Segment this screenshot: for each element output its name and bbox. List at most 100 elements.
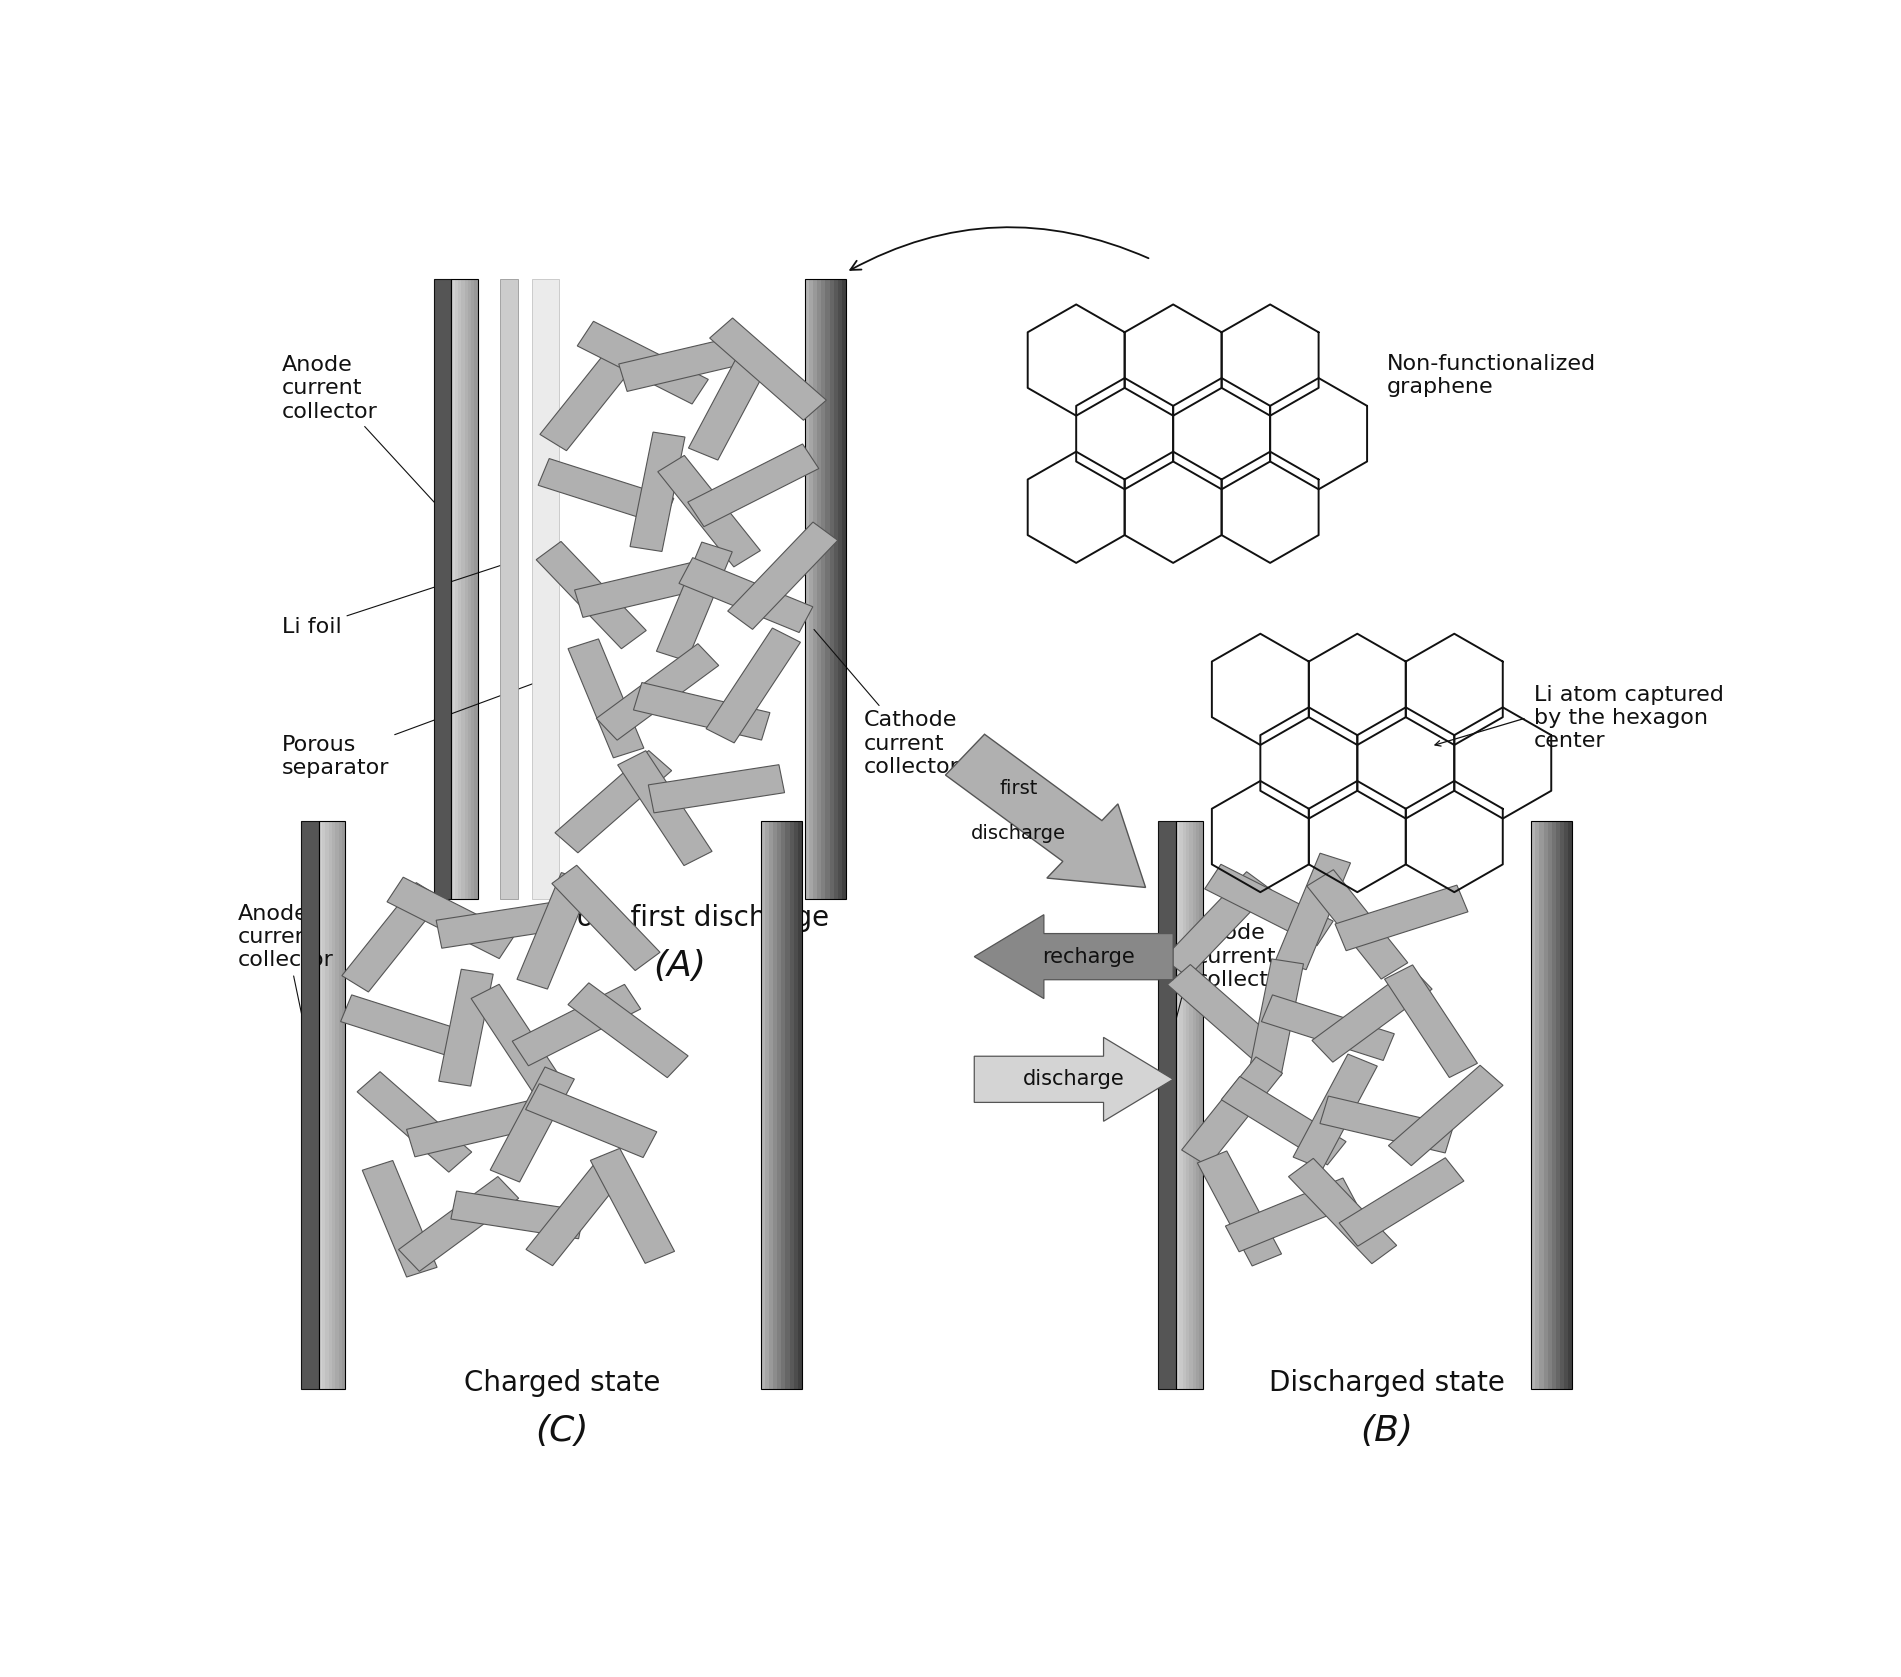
Polygon shape — [618, 334, 755, 391]
Bar — [300, 822, 319, 1389]
Polygon shape — [597, 644, 719, 740]
Polygon shape — [1205, 864, 1333, 946]
Bar — [319, 822, 321, 1389]
Polygon shape — [527, 1157, 627, 1266]
Bar — [798, 822, 802, 1389]
Polygon shape — [574, 560, 711, 617]
Polygon shape — [340, 994, 473, 1060]
Polygon shape — [568, 983, 688, 1078]
Polygon shape — [536, 542, 646, 649]
Bar — [778, 822, 781, 1389]
Bar — [760, 822, 802, 1389]
Polygon shape — [688, 444, 819, 527]
Bar — [468, 278, 471, 899]
Polygon shape — [945, 735, 1146, 887]
Bar — [838, 278, 842, 899]
Bar — [842, 278, 846, 899]
Bar — [1547, 822, 1551, 1389]
Bar — [1561, 822, 1565, 1389]
Polygon shape — [1312, 968, 1431, 1062]
Polygon shape — [648, 765, 785, 813]
Polygon shape — [728, 522, 838, 629]
Text: (A): (A) — [654, 949, 705, 983]
Text: discharge: discharge — [1023, 1070, 1125, 1090]
Bar — [785, 822, 789, 1389]
Polygon shape — [435, 901, 570, 948]
Bar — [1177, 822, 1203, 1389]
Bar — [464, 278, 468, 899]
Polygon shape — [1338, 1157, 1464, 1246]
Bar — [1555, 822, 1561, 1389]
Bar — [1192, 822, 1196, 1389]
Polygon shape — [517, 872, 591, 989]
Text: (B): (B) — [1361, 1414, 1412, 1447]
Polygon shape — [407, 1100, 540, 1157]
Polygon shape — [705, 629, 800, 743]
Polygon shape — [399, 1177, 519, 1271]
Bar — [329, 822, 333, 1389]
Text: Anode
current
collector: Anode current collector — [281, 356, 441, 510]
Polygon shape — [363, 1160, 437, 1276]
Text: Anode
current
collector: Anode current collector — [238, 904, 333, 1051]
Bar — [760, 822, 764, 1389]
Bar — [1177, 822, 1179, 1389]
Polygon shape — [439, 969, 492, 1087]
Polygon shape — [1289, 1159, 1397, 1264]
Polygon shape — [709, 319, 827, 421]
Polygon shape — [1293, 1055, 1378, 1169]
Bar — [500, 278, 517, 899]
Bar — [333, 822, 335, 1389]
Text: discharge: discharge — [971, 825, 1066, 844]
Bar — [804, 278, 846, 899]
Polygon shape — [342, 882, 443, 993]
Text: Charged state: Charged state — [464, 1368, 660, 1397]
Bar — [768, 822, 774, 1389]
Bar — [1530, 822, 1572, 1389]
Polygon shape — [1220, 1077, 1346, 1166]
Bar — [451, 278, 454, 899]
Bar — [325, 822, 329, 1389]
Bar — [335, 822, 338, 1389]
Polygon shape — [618, 751, 713, 865]
Polygon shape — [1319, 1097, 1454, 1154]
Polygon shape — [538, 458, 673, 525]
Bar — [825, 278, 829, 899]
Polygon shape — [490, 1067, 574, 1182]
Polygon shape — [591, 1149, 675, 1263]
Polygon shape — [1167, 964, 1281, 1065]
Polygon shape — [679, 558, 814, 632]
Polygon shape — [551, 865, 660, 971]
Bar — [451, 278, 477, 899]
Bar — [458, 278, 462, 899]
Bar — [1530, 822, 1536, 1389]
Bar — [475, 278, 477, 899]
Text: (C): (C) — [534, 1414, 589, 1447]
Text: Non-functionalized
graphene: Non-functionalized graphene — [1388, 354, 1597, 397]
Polygon shape — [525, 1083, 658, 1157]
Polygon shape — [1262, 994, 1393, 1060]
Polygon shape — [511, 984, 641, 1067]
Bar — [1182, 822, 1186, 1389]
Bar — [1568, 822, 1572, 1389]
Bar — [781, 822, 785, 1389]
Polygon shape — [1306, 870, 1409, 979]
Bar — [829, 278, 835, 899]
Text: Discharged state: Discharged state — [1268, 1368, 1506, 1397]
Bar — [462, 278, 464, 899]
Bar — [532, 278, 559, 899]
Text: Before first discharge: Before first discharge — [530, 904, 829, 932]
Bar — [835, 278, 838, 899]
Polygon shape — [388, 877, 515, 959]
Text: first: first — [1000, 780, 1038, 798]
Bar — [1200, 822, 1203, 1389]
Bar — [1179, 822, 1182, 1389]
Polygon shape — [1335, 885, 1468, 951]
Bar — [1158, 822, 1177, 1389]
Bar — [764, 822, 768, 1389]
Bar — [1565, 822, 1568, 1389]
Bar — [471, 278, 475, 899]
FancyArrowPatch shape — [850, 226, 1148, 270]
Bar — [810, 278, 814, 899]
Polygon shape — [555, 751, 671, 854]
Polygon shape — [357, 1072, 471, 1172]
